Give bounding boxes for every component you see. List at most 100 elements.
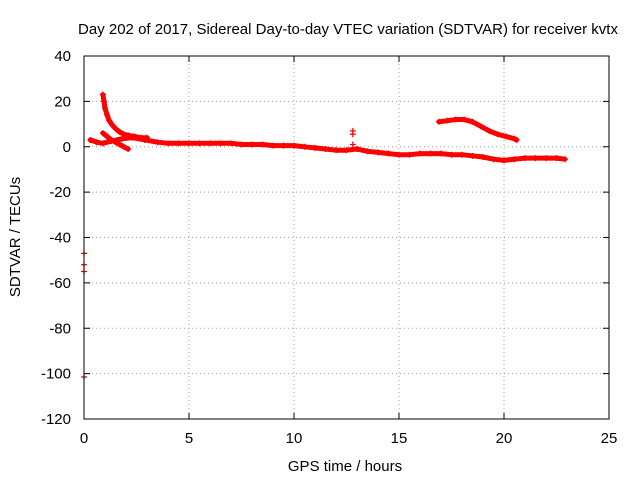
- data-point: [131, 133, 138, 140]
- data-point: [116, 141, 123, 148]
- data-point: [125, 146, 132, 153]
- data-point: [217, 140, 224, 147]
- data-point: [461, 116, 468, 123]
- data-point: [494, 131, 501, 138]
- data-point: [561, 156, 568, 163]
- data-point: [93, 139, 100, 146]
- data-point: [104, 133, 111, 140]
- data-point: [108, 136, 115, 143]
- data-point: [270, 142, 276, 149]
- data-point: [104, 111, 111, 118]
- data-point: [435, 118, 442, 125]
- data-point: [553, 155, 560, 162]
- data-point: [102, 105, 108, 112]
- data-point: [354, 146, 360, 153]
- data-point: [87, 136, 94, 143]
- data-point: [396, 151, 402, 158]
- data-point: [154, 139, 161, 146]
- data-point: [238, 141, 245, 148]
- y-tick-label: -40: [49, 230, 71, 247]
- data-point: [501, 157, 507, 164]
- chart-title: Day 202 of 2017, Sidereal Day-to-day VTE…: [78, 21, 618, 38]
- data-point: [312, 144, 318, 151]
- data-point: [459, 151, 465, 158]
- data-point: [120, 131, 127, 138]
- data-point: [343, 147, 350, 154]
- data-point: [125, 132, 132, 139]
- series-outliers: [81, 127, 356, 381]
- data-point: [144, 134, 150, 141]
- y-tick-label: -80: [49, 320, 71, 337]
- series-low-arc: [99, 130, 132, 153]
- data-point: [349, 141, 356, 148]
- data-point: [469, 152, 476, 159]
- data-point: [228, 140, 234, 147]
- data-point: [175, 140, 182, 147]
- data-point: [109, 122, 116, 129]
- y-tick-label: -20: [49, 184, 71, 201]
- data-point: [333, 147, 339, 154]
- x-tick-label: 20: [496, 430, 513, 447]
- data-point: [280, 142, 287, 149]
- data-point: [452, 116, 459, 123]
- data-point: [490, 156, 497, 163]
- x-tick-label: 0: [80, 430, 88, 447]
- y-axis-label: SDTVAR / TECUs: [7, 177, 24, 297]
- data-point: [364, 148, 371, 155]
- x-tick-label: 25: [601, 430, 618, 447]
- plot-frame: [83, 55, 610, 420]
- x-tick-label: 5: [185, 430, 193, 447]
- y-tick-label: -100: [41, 366, 71, 383]
- data-point: [503, 133, 510, 140]
- data-point: [100, 98, 107, 105]
- data-point: [444, 117, 451, 124]
- data-point: [349, 131, 356, 138]
- series-upper-arc: [435, 116, 520, 143]
- data-point: [543, 155, 549, 162]
- data-point: [165, 140, 171, 147]
- series-main-track: [87, 134, 568, 164]
- data-point: [511, 156, 518, 163]
- x-tick-label: 15: [391, 430, 408, 447]
- data-point: [99, 91, 106, 98]
- data-point: [417, 150, 423, 157]
- data-point: [137, 134, 144, 141]
- y-tick-label: -60: [49, 275, 71, 292]
- y-tick-label: 20: [54, 93, 71, 110]
- data-point: [112, 139, 119, 146]
- data-point: [99, 130, 106, 137]
- grid-lines: [84, 56, 609, 419]
- data-point: [106, 117, 113, 124]
- data-point: [322, 146, 329, 153]
- data-point: [469, 118, 476, 125]
- data-point: [291, 142, 297, 149]
- x-tick-label: 10: [286, 430, 303, 447]
- data-point: [118, 135, 125, 142]
- data-point: [513, 136, 520, 143]
- data-point: [522, 155, 528, 162]
- data-point: [207, 140, 213, 147]
- data-point: [116, 129, 123, 136]
- x-axis-label: GPS time / hours: [288, 458, 402, 475]
- data-point: [112, 125, 119, 132]
- data-point: [249, 141, 255, 148]
- data-point: [427, 150, 434, 157]
- series-decay-arc: [99, 91, 150, 141]
- data-point: [375, 149, 381, 156]
- y-tick-label: 40: [54, 48, 71, 65]
- y-tick-label: -120: [41, 411, 71, 428]
- data-point: [259, 141, 266, 148]
- data-point: [99, 140, 106, 147]
- data-point: [120, 143, 127, 150]
- axis-ticks: [83, 55, 610, 420]
- data-point: [448, 151, 455, 158]
- data-point: [186, 140, 192, 147]
- data-point: [301, 143, 308, 150]
- plot-marks: [81, 91, 568, 381]
- data-point: [196, 140, 203, 147]
- data-point: [532, 155, 539, 162]
- tick-labels: 0 5 10 15 20 25 -120 -100 -80 -60 -40 -20 0 20 40: [41, 48, 617, 447]
- data-point: [438, 150, 444, 157]
- data-point: [385, 150, 392, 157]
- y-tick-label: 0: [63, 139, 71, 156]
